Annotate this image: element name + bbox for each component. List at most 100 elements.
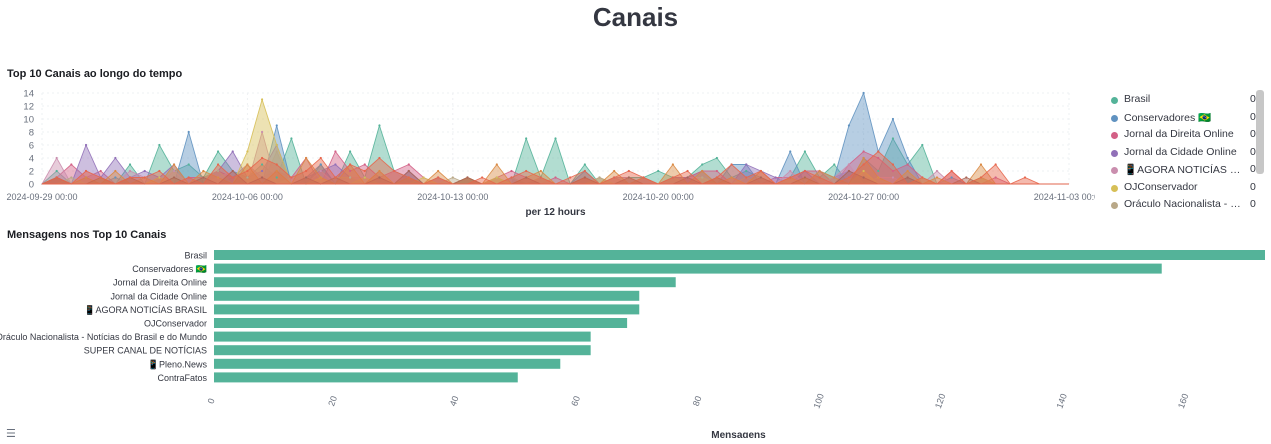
data-point[interactable] xyxy=(260,130,264,134)
data-point[interactable] xyxy=(172,169,176,173)
data-point[interactable] xyxy=(525,176,528,179)
data-point[interactable] xyxy=(510,176,513,179)
legend-item[interactable]: Brasil 0 xyxy=(1106,93,1264,111)
data-point[interactable] xyxy=(598,176,601,179)
bar[interactable] xyxy=(214,277,676,288)
data-point[interactable] xyxy=(715,156,718,160)
data-point[interactable] xyxy=(715,176,718,179)
bar-chart[interactable]: Brasil Conservadores 🇧🇷 Jornal da Direita … xyxy=(0,243,1271,438)
data-point[interactable] xyxy=(334,150,337,153)
data-point[interactable] xyxy=(84,169,88,173)
data-point[interactable] xyxy=(847,124,851,127)
data-point[interactable] xyxy=(686,169,689,173)
data-point[interactable] xyxy=(143,176,146,179)
data-point[interactable] xyxy=(158,169,161,173)
data-point[interactable] xyxy=(891,163,895,166)
data-point[interactable] xyxy=(906,176,909,179)
data-point[interactable] xyxy=(950,176,953,179)
data-point[interactable] xyxy=(84,176,88,179)
data-point[interactable] xyxy=(789,169,792,173)
data-point[interactable] xyxy=(187,130,190,134)
data-point[interactable] xyxy=(862,156,865,160)
data-point[interactable] xyxy=(275,150,278,153)
data-point[interactable] xyxy=(745,163,748,166)
data-point[interactable] xyxy=(172,176,176,179)
data-point[interactable] xyxy=(114,176,117,179)
data-point[interactable] xyxy=(701,163,704,166)
data-point[interactable] xyxy=(510,169,513,173)
data-point[interactable] xyxy=(715,169,718,173)
data-point[interactable] xyxy=(481,176,484,179)
data-point[interactable] xyxy=(803,176,807,179)
data-point[interactable] xyxy=(935,176,939,179)
data-point[interactable] xyxy=(818,169,821,173)
data-point[interactable] xyxy=(759,169,763,173)
data-point[interactable] xyxy=(275,143,278,147)
list-icon[interactable]: ☰ xyxy=(6,428,16,440)
data-point[interactable] xyxy=(437,169,440,173)
data-point[interactable] xyxy=(495,163,498,166)
data-point[interactable] xyxy=(158,143,161,147)
data-point[interactable] xyxy=(671,176,674,179)
data-point[interactable] xyxy=(891,137,895,140)
data-point[interactable] xyxy=(231,150,234,153)
data-point[interactable] xyxy=(202,176,205,179)
data-point[interactable] xyxy=(833,163,836,166)
data-point[interactable] xyxy=(319,163,322,166)
data-point[interactable] xyxy=(216,150,220,153)
data-point[interactable] xyxy=(569,176,572,179)
data-point[interactable] xyxy=(921,143,924,147)
data-point[interactable] xyxy=(466,176,469,179)
data-point[interactable] xyxy=(378,169,381,173)
data-point[interactable] xyxy=(349,150,352,153)
data-point[interactable] xyxy=(290,137,293,140)
data-point[interactable] xyxy=(906,156,909,160)
data-point[interactable] xyxy=(437,176,440,179)
data-point[interactable] xyxy=(833,176,836,179)
data-point[interactable] xyxy=(803,169,807,173)
data-point[interactable] xyxy=(701,169,704,173)
data-point[interactable] xyxy=(172,163,176,166)
data-point[interactable] xyxy=(216,163,220,166)
data-point[interactable] xyxy=(70,163,73,166)
data-point[interactable] xyxy=(114,169,117,173)
data-point[interactable] xyxy=(422,176,425,179)
data-point[interactable] xyxy=(260,176,264,179)
data-point[interactable] xyxy=(525,137,528,140)
data-point[interactable] xyxy=(745,176,748,179)
data-point[interactable] xyxy=(246,163,249,166)
legend-item[interactable]: Conservadores 🇧🇷 0 xyxy=(1106,111,1264,129)
data-point[interactable] xyxy=(378,176,381,179)
data-point[interactable] xyxy=(965,176,968,179)
data-point[interactable] xyxy=(495,176,498,179)
data-point[interactable] xyxy=(891,169,895,173)
data-point[interactable] xyxy=(99,169,102,173)
data-point[interactable] xyxy=(246,169,249,173)
data-point[interactable] xyxy=(979,163,983,166)
bar[interactable] xyxy=(214,290,640,301)
data-point[interactable] xyxy=(847,176,851,179)
data-point[interactable] xyxy=(613,176,616,179)
data-point[interactable] xyxy=(216,169,220,173)
data-point[interactable] xyxy=(128,176,132,179)
data-point[interactable] xyxy=(994,176,997,179)
area-series[interactable] xyxy=(40,123,1069,185)
data-point[interactable] xyxy=(759,176,763,179)
data-point[interactable] xyxy=(275,163,278,166)
data-point[interactable] xyxy=(55,169,58,173)
data-point[interactable] xyxy=(862,169,865,173)
data-point[interactable] xyxy=(246,150,249,153)
data-point[interactable] xyxy=(950,169,953,173)
data-point[interactable] xyxy=(99,176,102,179)
data-point[interactable] xyxy=(55,176,58,179)
data-point[interactable] xyxy=(319,176,322,179)
data-point[interactable] xyxy=(862,150,865,153)
data-point[interactable] xyxy=(84,143,88,147)
data-point[interactable] xyxy=(363,169,366,173)
data-point[interactable] xyxy=(260,169,264,173)
timeseries-chart[interactable]: 0 2 4 6 8 10 12 14 2024-09-29 00:00 2024-10-06 00… xyxy=(0,85,1095,220)
data-point[interactable] xyxy=(906,169,909,173)
bar[interactable] xyxy=(214,250,1265,260)
data-point[interactable] xyxy=(583,169,586,173)
bar[interactable] xyxy=(214,358,561,369)
